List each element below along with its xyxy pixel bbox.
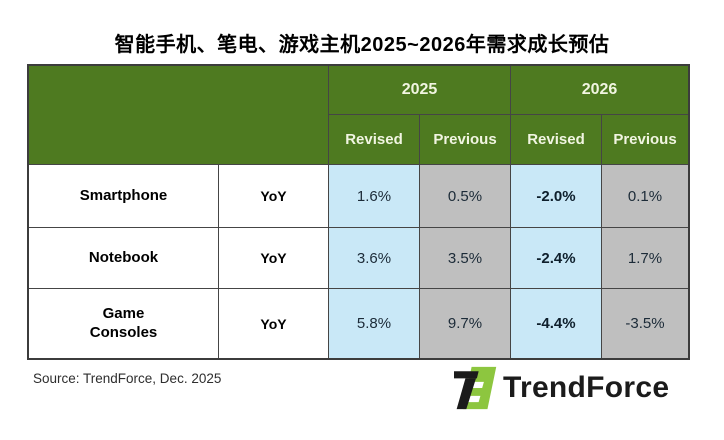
- smartphone-2025-previous-value: 0.5%: [420, 165, 511, 228]
- source-note: Source: TrendForce, Dec. 2025: [33, 371, 222, 386]
- smartphone-2026-previous-value: 0.1%: [602, 165, 688, 228]
- row-notebook-label: Notebook: [29, 228, 219, 289]
- notebook-2025-previous-value: 3.5%: [420, 228, 511, 289]
- smartphone-2025-revised-value: 1.6%: [329, 165, 420, 228]
- game-consoles-2026-revised-value: -4.4%: [511, 289, 602, 358]
- row-game-consoles-metric: YoY: [219, 289, 329, 358]
- table-corner-cell: [29, 66, 329, 165]
- notebook-2025-revised-value: 3.6%: [329, 228, 420, 289]
- year-header-2025: 2025: [329, 66, 511, 115]
- subheader-2026-previous: Previous: [602, 115, 688, 165]
- subheader-2026-revised: Revised: [511, 115, 602, 165]
- page-title: 智能手机、笔电、游戏主机2025~2026年需求成长预估: [114, 34, 610, 56]
- subheader-2025-previous: Previous: [420, 115, 511, 165]
- game-consoles-2026-previous-value: -3.5%: [602, 289, 688, 358]
- notebook-2026-revised-value: -2.4%: [511, 228, 602, 289]
- notebook-2026-previous-value: 1.7%: [602, 228, 688, 289]
- row-notebook-metric: YoY: [219, 228, 329, 289]
- subheader-2025-revised: Revised: [329, 115, 420, 165]
- year-header-2026: 2026: [511, 66, 688, 115]
- trendforce-logo-icon: [454, 364, 498, 412]
- smartphone-2026-revised-value: -2.0%: [511, 165, 602, 228]
- game-consoles-2025-previous-value: 9.7%: [420, 289, 511, 358]
- trendforce-logo: TrendForce: [454, 364, 669, 412]
- row-smartphone-label: Smartphone: [29, 165, 219, 228]
- row-smartphone-metric: YoY: [219, 165, 329, 228]
- row-game-consoles-label: Game Consoles: [29, 289, 219, 358]
- forecast-table: 2025 2026 Revised Previous Revised Previ…: [27, 64, 690, 360]
- game-consoles-2025-revised-value: 5.8%: [329, 289, 420, 358]
- trendforce-logo-text: TrendForce: [503, 371, 670, 404]
